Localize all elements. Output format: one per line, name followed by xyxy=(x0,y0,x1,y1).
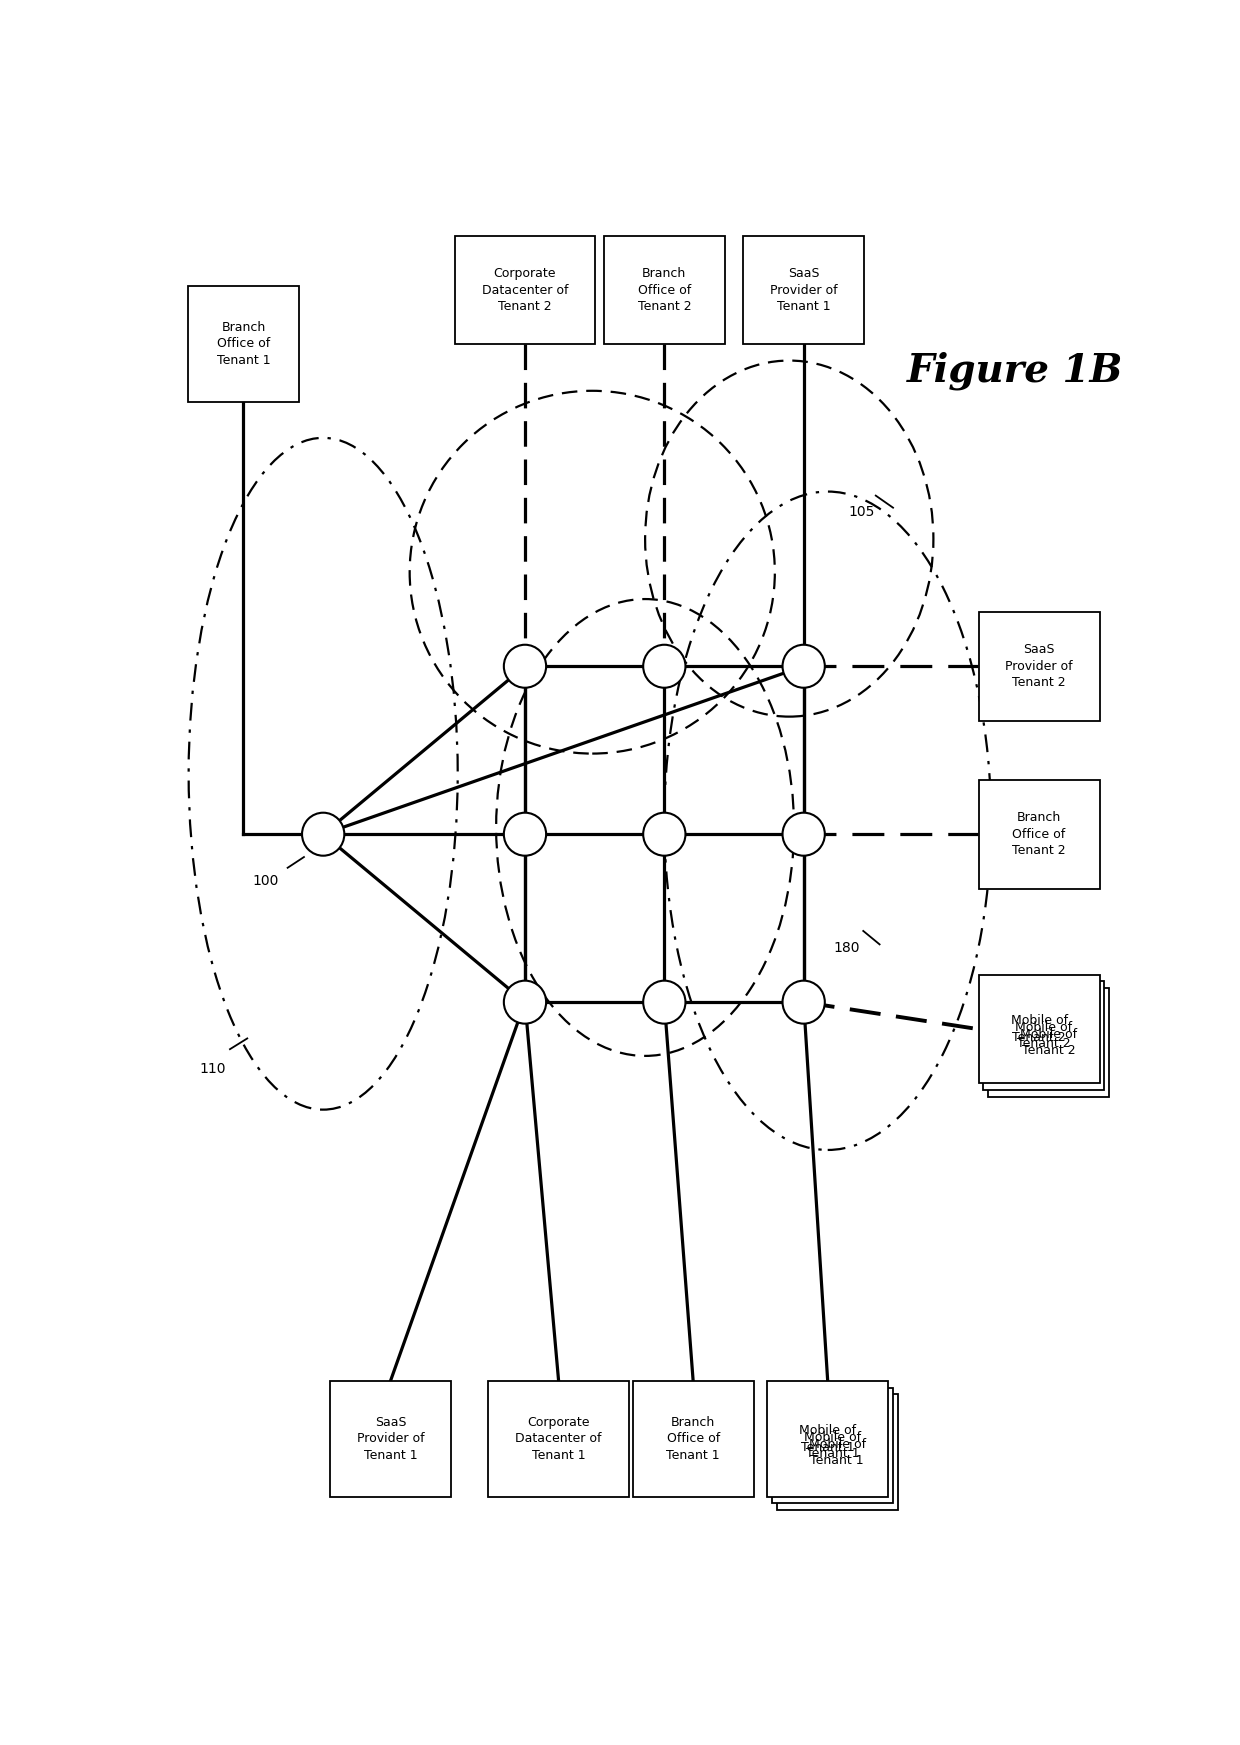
Text: 100: 100 xyxy=(252,874,279,888)
Ellipse shape xyxy=(303,813,345,855)
Text: Branch
Office of
Tenant 2: Branch Office of Tenant 2 xyxy=(1012,811,1066,857)
FancyBboxPatch shape xyxy=(489,1380,629,1497)
Text: 110: 110 xyxy=(200,1063,226,1077)
Text: Mobile of
Tenant 1: Mobile of Tenant 1 xyxy=(804,1431,861,1461)
Text: Mobile of
Tenant 2: Mobile of Tenant 2 xyxy=(1016,1021,1073,1050)
Ellipse shape xyxy=(782,813,825,855)
Ellipse shape xyxy=(782,644,825,688)
Text: Corporate
Datacenter of
Tenant 1: Corporate Datacenter of Tenant 1 xyxy=(516,1415,601,1462)
Ellipse shape xyxy=(644,981,686,1024)
FancyBboxPatch shape xyxy=(978,612,1100,721)
FancyBboxPatch shape xyxy=(604,236,725,344)
FancyBboxPatch shape xyxy=(330,1380,451,1497)
FancyBboxPatch shape xyxy=(983,981,1105,1091)
Text: Mobile of
Tenant 1: Mobile of Tenant 1 xyxy=(799,1424,857,1454)
Text: Branch
Office of
Tenant 1: Branch Office of Tenant 1 xyxy=(217,321,270,366)
Text: Corporate
Datacenter of
Tenant 2: Corporate Datacenter of Tenant 2 xyxy=(481,267,568,312)
FancyBboxPatch shape xyxy=(632,1380,754,1497)
Ellipse shape xyxy=(503,644,546,688)
FancyBboxPatch shape xyxy=(978,780,1100,888)
FancyBboxPatch shape xyxy=(978,975,1100,1084)
Ellipse shape xyxy=(503,981,546,1024)
FancyBboxPatch shape xyxy=(187,286,299,401)
Ellipse shape xyxy=(503,813,546,855)
Text: Mobile of
Tenant 1: Mobile of Tenant 1 xyxy=(808,1438,866,1468)
Text: Branch
Office of
Tenant 2: Branch Office of Tenant 2 xyxy=(637,267,691,312)
Ellipse shape xyxy=(644,644,686,688)
Text: Mobile of
Tenant 2: Mobile of Tenant 2 xyxy=(1021,1028,1078,1057)
Text: Figure 1B: Figure 1B xyxy=(906,351,1123,389)
FancyBboxPatch shape xyxy=(455,236,595,344)
Text: 180: 180 xyxy=(833,941,861,956)
Text: SaaS
Provider of
Tenant 2: SaaS Provider of Tenant 2 xyxy=(1006,644,1073,689)
Ellipse shape xyxy=(782,981,825,1024)
FancyBboxPatch shape xyxy=(776,1394,898,1509)
Text: SaaS
Provider of
Tenant 1: SaaS Provider of Tenant 1 xyxy=(770,267,837,312)
Text: 105: 105 xyxy=(848,504,874,518)
FancyBboxPatch shape xyxy=(988,988,1110,1098)
FancyBboxPatch shape xyxy=(773,1387,893,1504)
Text: SaaS
Provider of
Tenant 1: SaaS Provider of Tenant 1 xyxy=(357,1415,424,1462)
Text: Mobile of
Tenant 2: Mobile of Tenant 2 xyxy=(1011,1014,1068,1044)
Ellipse shape xyxy=(644,813,686,855)
FancyBboxPatch shape xyxy=(743,236,864,344)
Text: Branch
Office of
Tenant 1: Branch Office of Tenant 1 xyxy=(666,1415,720,1462)
FancyBboxPatch shape xyxy=(768,1380,888,1497)
